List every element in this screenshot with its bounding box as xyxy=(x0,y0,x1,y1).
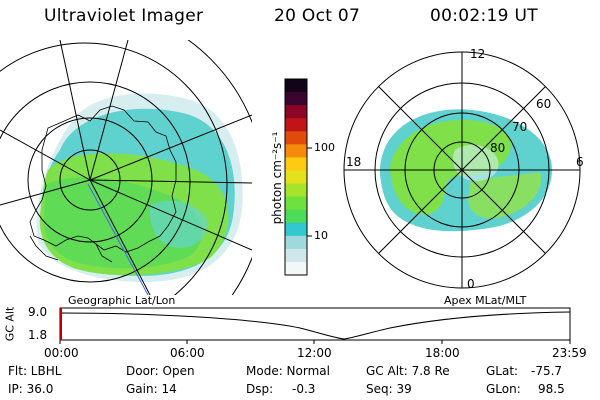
altitude-ytick-high: 9.0 xyxy=(28,305,48,319)
altitude-plot xyxy=(59,307,571,344)
aurora-inner-green xyxy=(43,177,202,269)
altitude-ylabel: GC Alt xyxy=(3,306,17,342)
seq-info: Seq: 39 xyxy=(366,382,412,396)
altitude-ytick-low: 1.8 xyxy=(28,328,48,342)
mlt-lines xyxy=(344,52,580,288)
colorbar-cell xyxy=(285,183,307,198)
continent-outline xyxy=(29,105,177,253)
altitude-frame xyxy=(59,307,571,341)
longitude-lines xyxy=(0,40,252,295)
colorbar-cell xyxy=(285,92,307,106)
colorbar-tick-100: 100 xyxy=(314,141,335,154)
colorbar-cell xyxy=(285,235,307,250)
colorbar-cell xyxy=(285,170,307,185)
mode-info: Mode: Normal xyxy=(246,364,330,378)
mlt-label-12: 12 xyxy=(470,47,486,61)
geographic-panel-label: Geographic Lat/Lon xyxy=(68,294,176,307)
altitude-x-ticks xyxy=(59,340,571,344)
mlat-label-70: 70 xyxy=(512,120,528,134)
glat-label: GLat: xyxy=(486,364,519,378)
meridian-highlight xyxy=(87,183,149,295)
gc-alt-info: GC Alt: 7.8 Re xyxy=(366,364,450,378)
colorbar-cell xyxy=(285,248,307,263)
colorbar-cell xyxy=(285,79,307,93)
altitude-xtick-3: 18:00 xyxy=(425,346,460,360)
dsp-label: Dsp: xyxy=(246,382,274,396)
colorbar-cell xyxy=(285,131,307,145)
mlt-label-6: 6 xyxy=(576,155,584,169)
colorbar-unit-label: photon cm⁻²s⁻¹ xyxy=(270,131,284,225)
altitude-xtick-1: 06:00 xyxy=(170,346,205,360)
ip-info: IP: 36.0 xyxy=(8,382,54,396)
glon-label: GLon: xyxy=(486,382,521,396)
colorbar-cell xyxy=(285,144,307,158)
door-info: Door: Open xyxy=(126,364,195,378)
colorbar xyxy=(284,78,312,276)
dsp-value: -0.3 xyxy=(292,382,316,396)
altitude-curve xyxy=(59,311,571,340)
colorbar-cell xyxy=(285,261,307,276)
geographic-image-panel xyxy=(0,40,252,295)
date-label: 20 Oct 07 xyxy=(274,6,361,26)
coastline-detail xyxy=(29,235,113,263)
polar-image-panel xyxy=(343,51,581,289)
mlt-label-18: 18 xyxy=(346,155,362,169)
glat-value: -75.7 xyxy=(531,364,563,378)
colorbar-cell xyxy=(285,157,307,171)
mlt-label-0: 0 xyxy=(467,277,475,291)
gain-info: Gain: 14 xyxy=(126,382,177,396)
aurora-cyan-patch xyxy=(149,200,208,248)
latitude-circles xyxy=(0,40,252,295)
colorbar-tick-10: 10 xyxy=(314,229,328,242)
filter-info: Flt: LBHL xyxy=(8,364,62,378)
colorbar-cell xyxy=(285,118,307,132)
mlat-label-60: 60 xyxy=(536,97,552,111)
apex-panel-label: Apex MLat/MLT xyxy=(444,294,527,307)
colorbar-frame xyxy=(284,78,308,276)
polar-aurora-green xyxy=(390,119,511,215)
altitude-xtick-0: 00:00 xyxy=(44,346,79,360)
colorbar-cell xyxy=(285,105,307,119)
colorbar-gradient xyxy=(285,79,307,276)
colorbar-cell xyxy=(285,196,307,211)
mlat-label-80: 80 xyxy=(490,141,506,155)
colorbar-cell xyxy=(285,209,307,224)
colorbar-cell xyxy=(285,222,307,237)
glon-value: 98.5 xyxy=(538,382,565,396)
altitude-xtick-4: 23:59 xyxy=(552,346,587,360)
altitude-xtick-2: 12:00 xyxy=(297,346,332,360)
app-title: Ultraviolet Imager xyxy=(44,6,204,26)
time-label: 00:02:19 UT xyxy=(430,6,538,26)
